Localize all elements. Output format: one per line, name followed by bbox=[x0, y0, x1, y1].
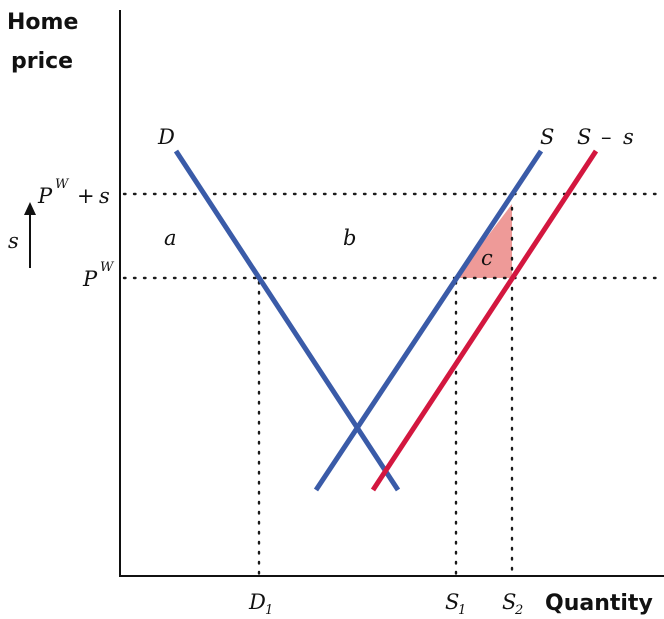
s1-label-sub: 1 bbox=[458, 603, 466, 618]
shifted-supply-label-s: S bbox=[577, 125, 591, 149]
y-axis-title-line1: Home bbox=[7, 10, 78, 35]
subsidy-arrow-label: s bbox=[8, 229, 19, 253]
area-c-label: c bbox=[481, 246, 493, 270]
s2-label-main: S bbox=[502, 590, 516, 614]
pw-plus-s-label-plus: + bbox=[77, 184, 95, 208]
d1-label-sub: 1 bbox=[265, 603, 273, 618]
demand-curve-label: D bbox=[157, 125, 175, 149]
x-axis-title: Quantity bbox=[545, 591, 653, 616]
demand-curve bbox=[173, 149, 401, 492]
supply-curve bbox=[313, 149, 544, 492]
pw-plus-s-label-w: W bbox=[55, 177, 70, 192]
pw-plus-s-label-s: s bbox=[99, 184, 110, 208]
shifted-supply-curve bbox=[370, 149, 599, 492]
supply-curve-label: S bbox=[540, 125, 554, 149]
y-axis-title-line2: price bbox=[11, 49, 73, 74]
area-a-label: a bbox=[164, 226, 177, 250]
pw-label-p: P bbox=[82, 267, 98, 291]
up-arrow-icon bbox=[24, 202, 36, 268]
s1-label-main: S bbox=[445, 590, 459, 614]
pw-label-w: W bbox=[100, 260, 115, 275]
area-b-label: b bbox=[343, 226, 356, 250]
pw-plus-s-label-p: P bbox=[37, 184, 53, 208]
shifted-supply-label-minus: – bbox=[601, 125, 612, 149]
d1-label-main: D bbox=[248, 590, 266, 614]
s2-label-sub: 2 bbox=[514, 603, 523, 618]
shifted-supply-label-subsidy: s bbox=[623, 125, 634, 149]
